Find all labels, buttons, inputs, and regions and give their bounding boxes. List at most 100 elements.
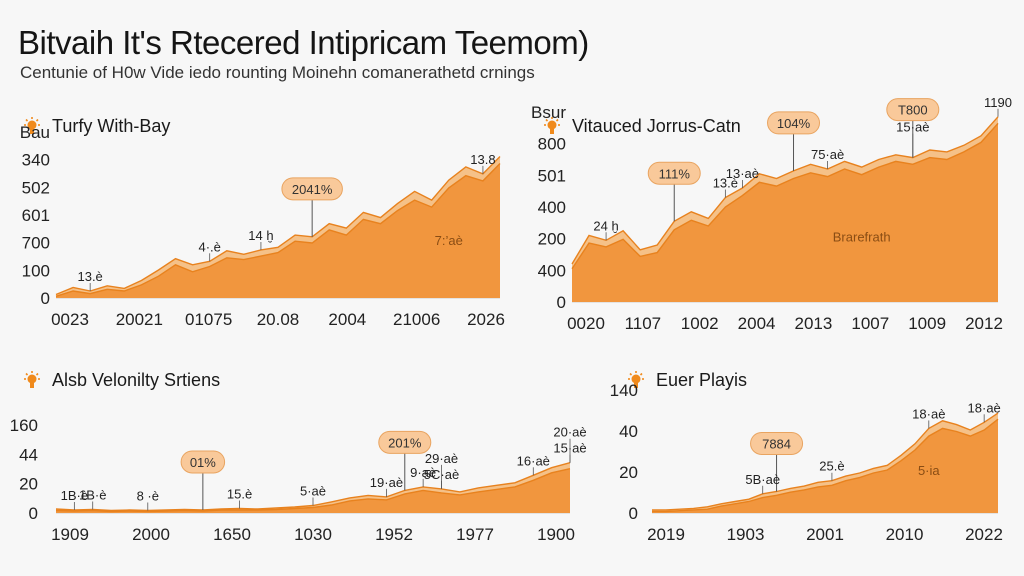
data-label: 13.è <box>713 176 738 191</box>
series-line-1 <box>55 462 571 512</box>
value-badge <box>378 430 432 454</box>
series-line-1 <box>55 156 501 296</box>
x-tick-label: 2001 <box>806 525 844 544</box>
x-tick-label: 1107 <box>625 314 662 333</box>
badge-label: 2041% <box>292 182 333 197</box>
y-tick-label: 44 <box>19 445 38 464</box>
series-area-2 <box>56 468 570 513</box>
x-tick-label: 21006 <box>393 310 440 329</box>
x-tick-label: 1009 <box>908 314 946 333</box>
x-tick-label: 2000 <box>132 525 170 544</box>
y-tick-label: 601 <box>22 206 50 225</box>
page-subtitle: Centunie of H0w Vide iedo rounting Moine… <box>20 63 535 82</box>
data-label: 25.è <box>819 459 844 474</box>
badge-label: T800 <box>898 103 928 118</box>
data-label: 1190 <box>984 95 1012 110</box>
data-label: 18·aè <box>912 406 945 421</box>
y-tick-label: 400 <box>538 261 566 280</box>
x-tick-label: 20.08 <box>257 310 300 329</box>
x-tick-label: 1952 <box>375 525 413 544</box>
x-tick-label: 2004 <box>328 310 366 329</box>
data-label: 24 ḫ <box>593 218 618 233</box>
chart-panel-1: Turfy With-Bay 0 100 700 601 502 340 Bau 0023 200… <box>10 110 505 335</box>
value-badge <box>767 111 821 135</box>
data-label: 15·aè <box>896 120 929 135</box>
y-tick-label: 0 <box>29 504 38 523</box>
badge-label: 7884 <box>762 436 791 451</box>
series-area-2 <box>56 163 500 298</box>
x-tick-label: 20021 <box>116 310 163 329</box>
lightbulb-icon <box>22 117 42 137</box>
x-tick-label: 0020 <box>567 314 605 333</box>
data-label: 29·aè <box>425 451 458 466</box>
chart-svg: 0 20 40 140 2019 1903 2001 2010 2022 18·aè 18·aè 78… <box>610 381 1003 544</box>
x-tick-label: 2012 <box>965 314 1003 333</box>
y-tick-label: 200 <box>538 230 566 249</box>
value-badge <box>180 450 226 474</box>
series-line-1 <box>571 116 999 265</box>
data-label: 16·aè <box>517 453 550 468</box>
y-tick-label: 0 <box>557 293 566 312</box>
data-label: 1B·è <box>61 488 88 503</box>
data-label: 4·.è <box>198 239 220 254</box>
data-label: 19·aè <box>370 475 403 490</box>
badge-label: 01% <box>190 455 216 470</box>
data-label: 9·aè <box>410 465 436 480</box>
y-tick-label: 160 <box>10 416 38 435</box>
y-tick-label: Bsur <box>531 103 566 122</box>
x-tick-label: 1650 <box>213 525 251 544</box>
lightbulb-icon <box>626 371 646 391</box>
x-tick-label: 2022 <box>965 525 1003 544</box>
x-tick-label: 2026 <box>467 310 505 329</box>
y-tick-label: 100 <box>22 261 50 280</box>
y-tick-label: 502 <box>22 178 50 197</box>
badge-label: 104% <box>777 116 811 131</box>
x-tick-label: 1977 <box>456 525 494 544</box>
data-label: 5B·aè <box>745 472 780 487</box>
area-annotation: 5·ia <box>918 463 940 478</box>
chart-title: Alsb Velonilty Srtiens <box>52 370 221 390</box>
data-label: 5·aè <box>300 483 326 498</box>
data-label: 75·aè <box>811 147 844 162</box>
x-tick-label: 1903 <box>727 525 765 544</box>
data-label: 8 ·è <box>137 488 159 503</box>
chart-title: Turfy With-Bay <box>52 116 171 136</box>
x-tick-label: 1030 <box>294 525 332 544</box>
y-tick-label: 140 <box>610 381 638 400</box>
y-tick-label: 20 <box>619 463 638 482</box>
series-area-2 <box>652 419 998 513</box>
y-tick-label: 800 <box>538 135 566 154</box>
x-tick-label: 1002 <box>681 314 719 333</box>
x-tick-label: 0023 <box>51 310 89 329</box>
x-tick-label: 2019 <box>647 525 685 544</box>
area-annotation: Brarefrath <box>833 229 891 244</box>
chart-svg: 0 400 200 400 501 800 Bsur 0020 1107 1002 2004 2013… <box>531 95 1012 333</box>
data-label: 20·aè <box>553 425 586 440</box>
data-label: 14 ḫ <box>248 228 273 243</box>
badge-label: 201% <box>388 435 422 450</box>
x-tick-label: 1007 <box>851 314 889 333</box>
badge-label: 111% <box>659 166 691 181</box>
y-tick-label: 0 <box>41 289 50 308</box>
value-badge <box>750 431 804 455</box>
chart-panel-2: Vitauced Jorrus-Catn 0 400 200 400 501 800 Bsur… <box>520 80 1020 335</box>
data-label: 18·aè <box>968 400 1001 415</box>
data-label: 15.è <box>227 486 252 501</box>
lightbulb-icon <box>22 371 42 391</box>
data-label: 13·aè <box>726 166 759 181</box>
y-tick-label: 40 <box>619 422 638 441</box>
value-badge <box>886 98 940 122</box>
y-tick-label: Bau <box>20 123 50 142</box>
data-label: 1B·è <box>79 487 106 502</box>
x-tick-label: 01075 <box>185 310 232 329</box>
series-area-2 <box>572 123 998 303</box>
x-tick-label: 2013 <box>795 314 833 333</box>
x-tick-label: 2010 <box>886 525 924 544</box>
y-tick-label: 20 <box>19 475 38 494</box>
chart-panel-3: Alsb Velonilty Srtiens 0 20 44 160 1909 2000 16… <box>10 365 590 555</box>
x-tick-label: 2004 <box>738 314 776 333</box>
chart-title: Euer Playis <box>656 370 748 390</box>
y-tick-label: 700 <box>22 234 50 253</box>
x-tick-label: 1909 <box>51 525 89 544</box>
